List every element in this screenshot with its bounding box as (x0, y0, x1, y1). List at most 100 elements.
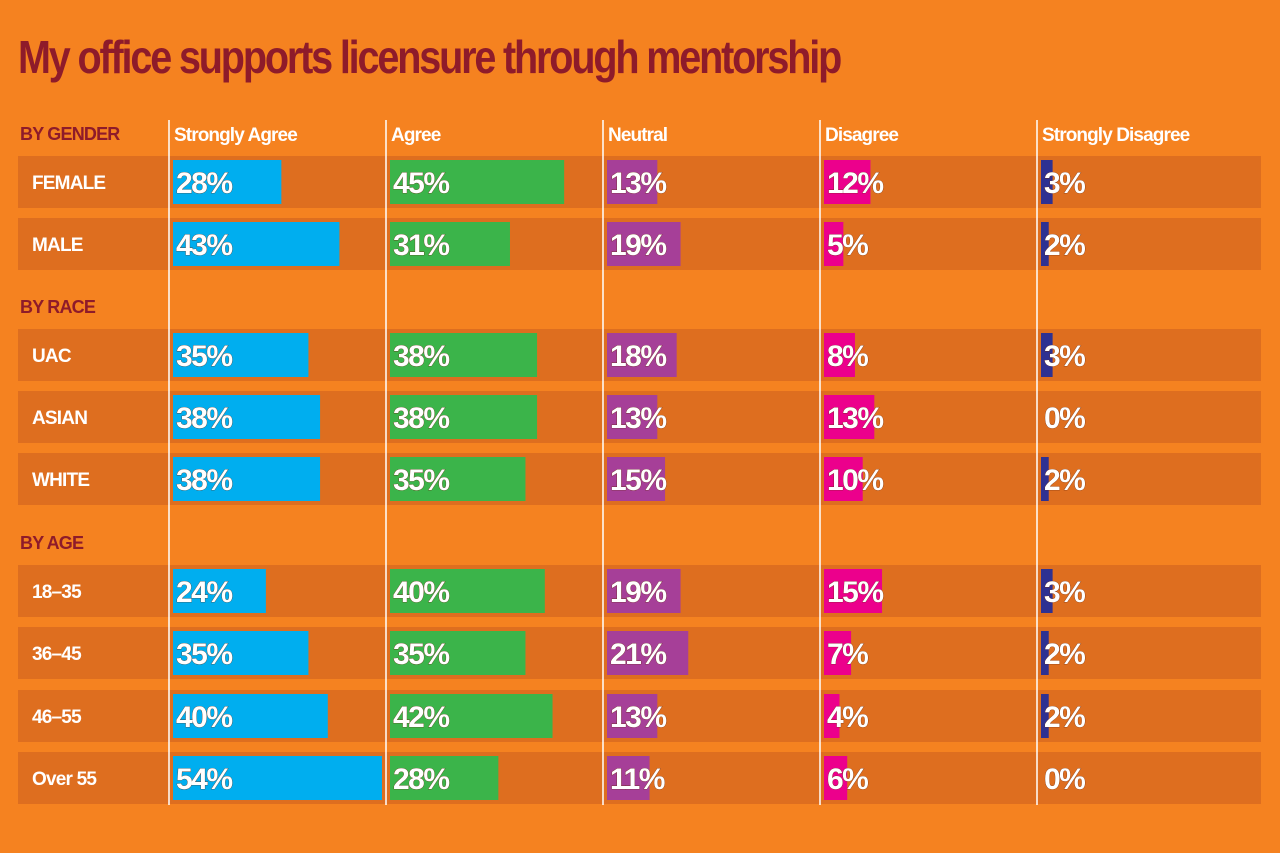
value-label-female-agree: 45% (393, 167, 449, 200)
value-label-18-35-strongly-agree: 24% (176, 576, 232, 609)
bar-18-35-disagree (824, 569, 883, 613)
bar-male-strongly-disagree (1041, 222, 1049, 266)
value-label-white-disagree: 10% (827, 464, 883, 497)
value-label-female-disagree: 12% (827, 167, 883, 200)
value-label-uac-agree: 38% (393, 340, 449, 373)
bar-over-55-agree (390, 756, 499, 800)
group-label-by-age: BY AGE (20, 533, 84, 553)
column-header-strongly-disagree: Strongly Disagree (1042, 125, 1190, 146)
bar-over-55-disagree (824, 756, 848, 800)
value-label-over-55-disagree: 6% (827, 763, 868, 796)
bar-36-45-strongly-disagree (1041, 631, 1049, 675)
value-label-asian-neutral: 13% (610, 402, 666, 435)
value-label-uac-strongly-agree: 35% (176, 340, 232, 373)
bar-female-neutral (607, 160, 658, 204)
value-label-18-35-neutral: 19% (610, 576, 666, 609)
value-label-46-55-neutral: 13% (610, 701, 666, 734)
value-label-over-55-strongly-disagree: 0% (1044, 763, 1085, 796)
value-label-46-55-strongly-agree: 40% (176, 701, 232, 734)
value-label-over-55-neutral: 11% (610, 763, 665, 796)
bar-white-neutral (607, 457, 666, 501)
bar-46-55-agree (390, 694, 553, 738)
value-label-uac-disagree: 8% (827, 340, 868, 373)
bar-uac-strongly-agree (173, 333, 309, 377)
bar-18-35-strongly-disagree (1041, 569, 1053, 613)
row-label-female: FEMALE (32, 173, 105, 194)
bar-female-strongly-agree (173, 160, 282, 204)
bar-uac-disagree (824, 333, 855, 377)
bar-46-55-neutral (607, 694, 658, 738)
value-label-asian-disagree: 13% (827, 402, 883, 435)
row-label-36-45: 36–45 (32, 644, 82, 665)
value-label-white-strongly-disagree: 2% (1044, 464, 1085, 497)
row-label-asian: ASIAN (32, 408, 87, 429)
group-label-by-gender: BY GENDER (20, 124, 120, 144)
bar-asian-agree (390, 395, 538, 439)
value-label-46-55-agree: 42% (393, 701, 449, 734)
bar-uac-agree (390, 333, 538, 377)
value-label-18-35-strongly-disagree: 3% (1044, 576, 1085, 609)
value-label-white-neutral: 15% (610, 464, 666, 497)
value-label-36-45-strongly-disagree: 2% (1044, 638, 1085, 671)
bar-46-55-disagree (824, 694, 840, 738)
value-label-male-disagree: 5% (827, 229, 868, 262)
bar-18-35-neutral (607, 569, 681, 613)
value-label-asian-strongly-disagree: 0% (1044, 402, 1085, 435)
value-label-18-35-disagree: 15% (827, 576, 883, 609)
value-label-male-strongly-disagree: 2% (1044, 229, 1085, 262)
bar-asian-strongly-agree (173, 395, 321, 439)
value-label-36-45-strongly-agree: 35% (176, 638, 232, 671)
bar-white-disagree (824, 457, 863, 501)
column-header-disagree: Disagree (825, 125, 898, 146)
value-label-46-55-disagree: 4% (827, 701, 868, 734)
value-label-white-strongly-agree: 38% (176, 464, 232, 497)
bar-male-neutral (607, 222, 681, 266)
value-label-female-strongly-disagree: 3% (1044, 167, 1085, 200)
bar-asian-disagree (824, 395, 875, 439)
bar-male-strongly-agree (173, 222, 340, 266)
value-label-over-55-strongly-agree: 54% (176, 763, 232, 796)
column-header-strongly-agree: Strongly Agree (174, 125, 297, 146)
bar-asian-neutral (607, 395, 658, 439)
row-label-uac: UAC (32, 346, 72, 367)
value-label-36-45-disagree: 7% (827, 638, 868, 671)
bar-male-agree (390, 222, 510, 266)
bar-18-35-agree (390, 569, 545, 613)
bar-white-agree (390, 457, 526, 501)
value-label-female-strongly-agree: 28% (176, 167, 232, 200)
value-label-asian-strongly-agree: 38% (176, 402, 232, 435)
chart-title: My office supports licensure through men… (18, 31, 842, 83)
value-label-male-strongly-agree: 43% (176, 229, 232, 262)
bar-46-55-strongly-disagree (1041, 694, 1049, 738)
row-label-18-35: 18–35 (32, 582, 82, 603)
bar-over-55-strongly-agree (173, 756, 382, 800)
bar-36-45-disagree (824, 631, 852, 675)
value-label-18-35-agree: 40% (393, 576, 449, 609)
bar-male-disagree (824, 222, 844, 266)
bar-uac-strongly-disagree (1041, 333, 1053, 377)
row-label-male: MALE (32, 235, 83, 256)
bar-white-strongly-agree (173, 457, 321, 501)
bar-female-strongly-disagree (1041, 160, 1053, 204)
column-header-agree: Agree (391, 125, 441, 146)
bar-over-55-neutral (607, 756, 650, 800)
value-label-male-agree: 31% (393, 229, 449, 262)
row-label-over-55: Over 55 (32, 769, 97, 790)
value-label-uac-strongly-disagree: 3% (1044, 340, 1085, 373)
value-label-over-55-agree: 28% (393, 763, 449, 796)
bar-46-55-strongly-agree (173, 694, 328, 738)
value-label-asian-agree: 38% (393, 402, 449, 435)
bar-36-45-neutral (607, 631, 689, 675)
bar-36-45-agree (390, 631, 526, 675)
column-header-neutral: Neutral (608, 125, 667, 146)
value-label-36-45-agree: 35% (393, 638, 449, 671)
row-label-white: WHITE (32, 470, 89, 491)
value-label-46-55-strongly-disagree: 2% (1044, 701, 1085, 734)
bar-18-35-strongly-agree (173, 569, 266, 613)
value-label-36-45-neutral: 21% (610, 638, 666, 671)
group-label-by-race: BY RACE (20, 297, 96, 317)
value-label-white-agree: 35% (393, 464, 449, 497)
value-label-female-neutral: 13% (610, 167, 666, 200)
row-label-46-55: 46–55 (32, 707, 82, 728)
bar-female-agree (390, 160, 565, 204)
